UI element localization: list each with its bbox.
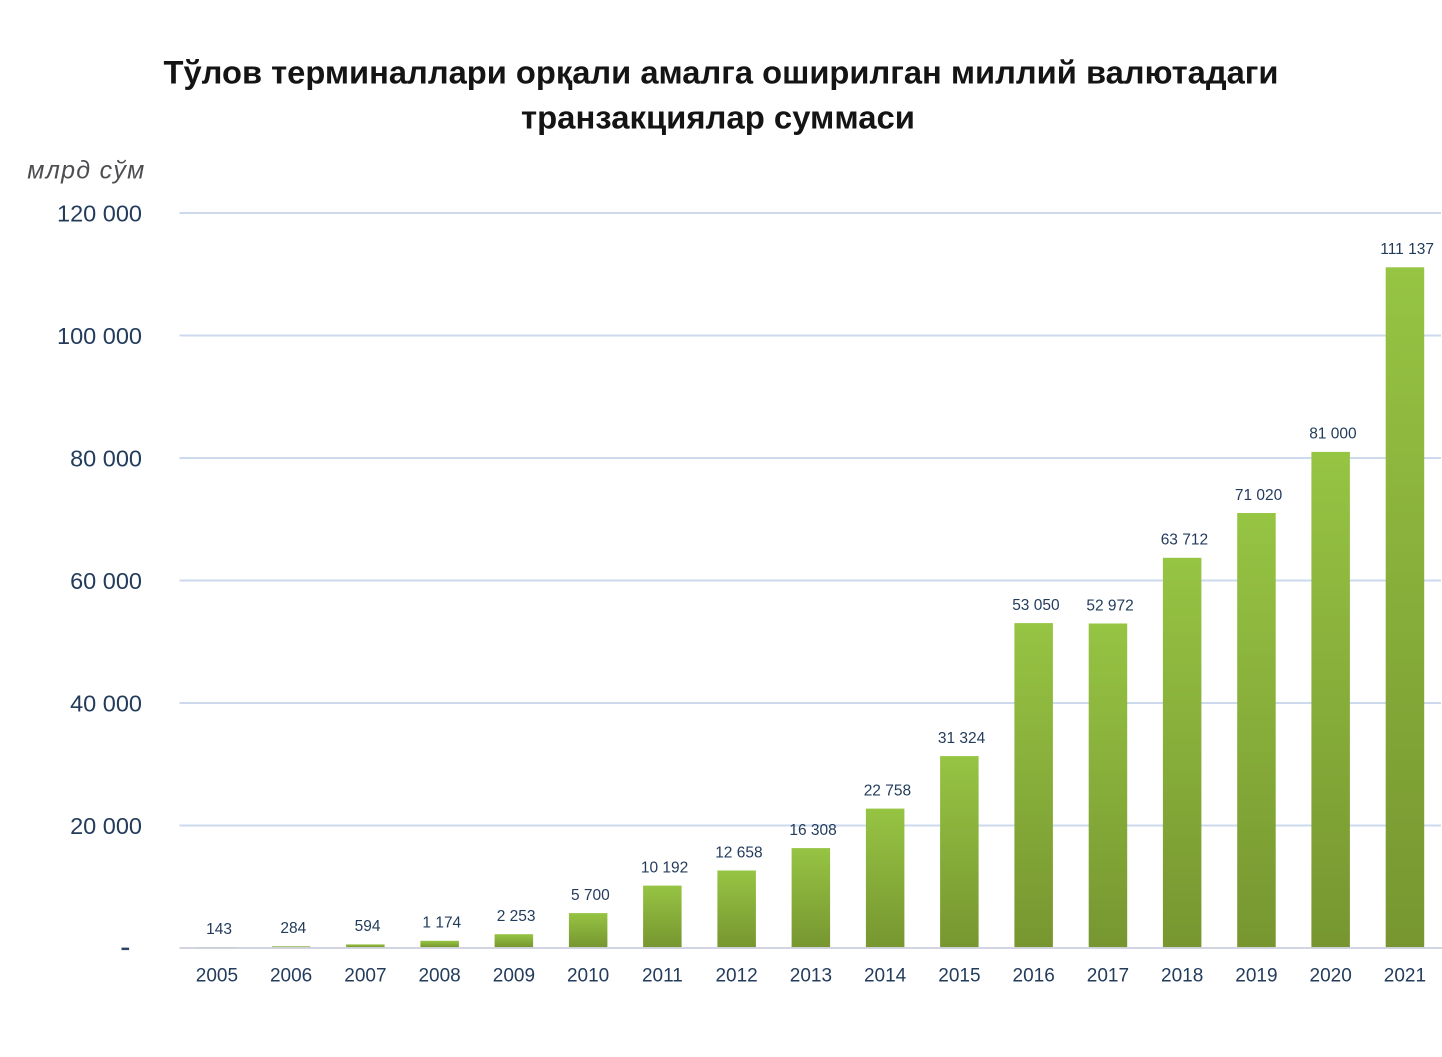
svg-text:2020: 2020 bbox=[1310, 965, 1352, 986]
svg-text:16 308: 16 308 bbox=[789, 822, 836, 839]
svg-text:40 000: 40 000 bbox=[70, 690, 142, 716]
svg-text:5 700: 5 700 bbox=[571, 887, 610, 904]
svg-text:2015: 2015 bbox=[938, 965, 980, 986]
svg-text:2006: 2006 bbox=[270, 965, 312, 986]
svg-text:22 758: 22 758 bbox=[864, 782, 911, 799]
svg-text:20 000: 20 000 bbox=[70, 813, 142, 839]
svg-text:2007: 2007 bbox=[344, 965, 386, 986]
svg-text:млрд сўм: млрд сўм bbox=[27, 157, 144, 185]
svg-text:10 192: 10 192 bbox=[641, 859, 688, 876]
svg-text:80 000: 80 000 bbox=[70, 445, 142, 471]
svg-text:2011: 2011 bbox=[642, 965, 683, 986]
svg-text:2010: 2010 bbox=[567, 965, 609, 986]
svg-text:2 253: 2 253 bbox=[497, 908, 536, 925]
svg-text:2018: 2018 bbox=[1161, 965, 1203, 986]
svg-text:2012: 2012 bbox=[715, 965, 757, 986]
svg-text:2013: 2013 bbox=[790, 965, 832, 986]
svg-text:1 174: 1 174 bbox=[422, 915, 461, 932]
svg-text:100 000: 100 000 bbox=[57, 323, 142, 349]
svg-text:2019: 2019 bbox=[1235, 965, 1277, 986]
svg-text:143: 143 bbox=[206, 921, 232, 938]
svg-text:284: 284 bbox=[280, 920, 306, 937]
svg-text:52 972: 52 972 bbox=[1086, 597, 1133, 614]
svg-text:63 712: 63 712 bbox=[1161, 532, 1208, 549]
svg-text:53 050: 53 050 bbox=[1012, 597, 1060, 614]
svg-text:2009: 2009 bbox=[493, 965, 535, 986]
svg-text:2017: 2017 bbox=[1087, 965, 1129, 986]
svg-text:71 020: 71 020 bbox=[1235, 487, 1283, 504]
svg-text:2008: 2008 bbox=[418, 965, 460, 986]
svg-text:111 137: 111 137 bbox=[1380, 241, 1434, 258]
svg-text:594: 594 bbox=[355, 918, 381, 935]
svg-text:31 324: 31 324 bbox=[938, 730, 986, 747]
svg-text:12 658: 12 658 bbox=[715, 844, 762, 861]
svg-text:120 000: 120 000 bbox=[57, 200, 142, 226]
svg-text:транзакциялар суммаси: транзакциялар суммаси bbox=[521, 100, 915, 136]
svg-text:2014: 2014 bbox=[864, 965, 907, 986]
svg-text:Тўлов терминаллари орқали амал: Тўлов терминаллари орқали амалга оширилг… bbox=[164, 55, 1279, 91]
svg-text:2005: 2005 bbox=[196, 965, 238, 986]
svg-text:81 000: 81 000 bbox=[1309, 426, 1357, 443]
svg-text:60 000: 60 000 bbox=[70, 568, 142, 594]
svg-text:2016: 2016 bbox=[1013, 965, 1055, 986]
svg-text:2021: 2021 bbox=[1384, 965, 1426, 986]
